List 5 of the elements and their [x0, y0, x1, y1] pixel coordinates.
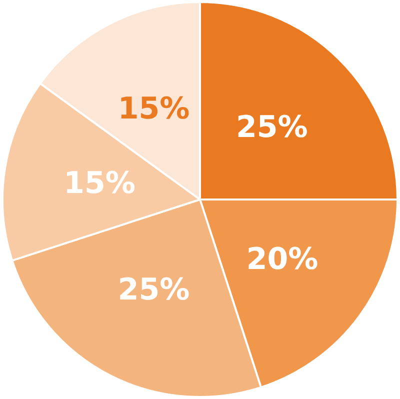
data-label: 15% — [64, 166, 136, 202]
data-label: 25% — [236, 110, 308, 146]
data-label: 15% — [118, 91, 190, 126]
data-label: 20% — [246, 242, 318, 277]
data-label: 25% — [118, 272, 190, 308]
